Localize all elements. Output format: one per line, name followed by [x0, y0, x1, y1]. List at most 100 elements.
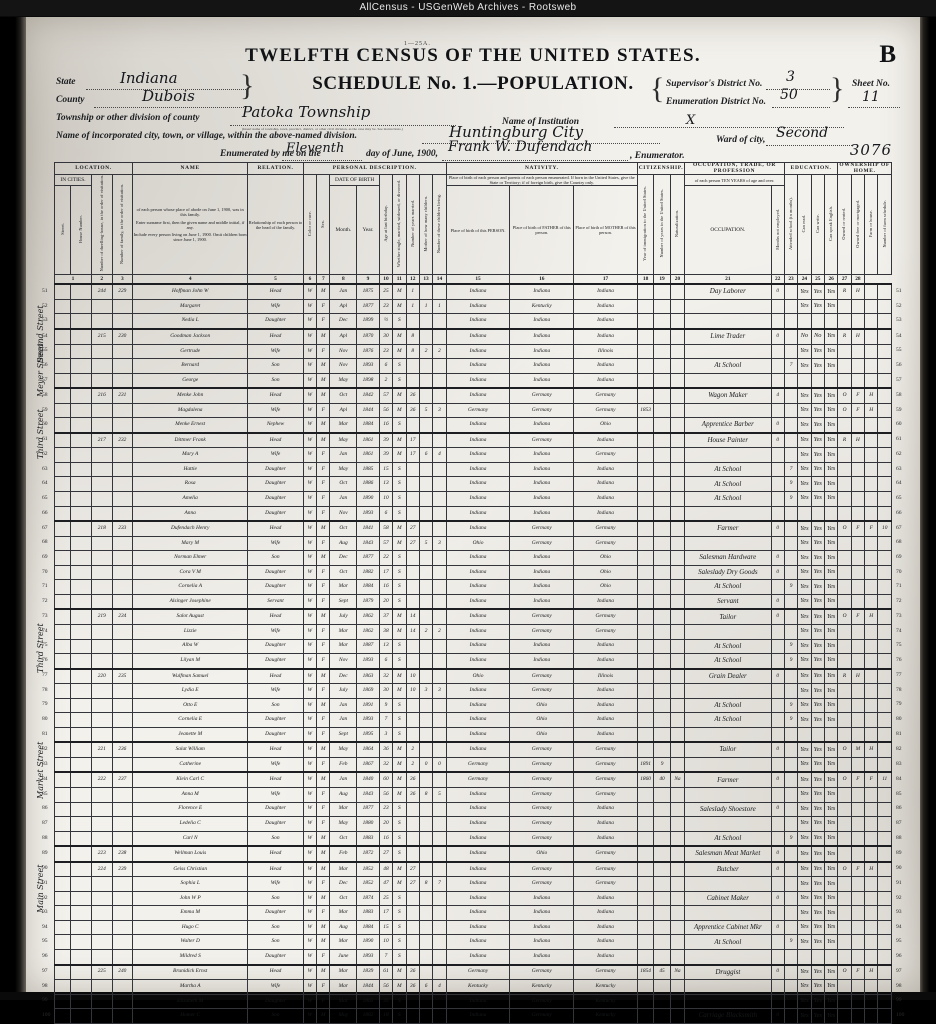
table-row[interactable]: Martha A Wife W F Mar 1844 56 M 36 6 4 Kentucky Kent…: [53, 979, 892, 995]
cell-naturalization: [669, 358, 686, 374]
table-row[interactable]: 219 234 Salot August Head W M July 1862 37 M 14 Ind…: [53, 608, 892, 625]
cell-dwelling-number: [90, 491, 113, 507]
cell-years-married: [405, 550, 420, 566]
table-row[interactable]: John W P Son W M Oct 1874 25 S Indiana Indiana Ind…: [53, 890, 892, 907]
col-street-label: Street.: [59, 223, 65, 235]
cell-months-not-employed: [770, 697, 785, 714]
table-row[interactable]: 222 237 Klein Carl C Head W M Jan 1840 60 M 36 Germ…: [53, 771, 892, 788]
cell-birth-year: 1844: [356, 979, 380, 995]
table-row[interactable]: Elizabeth M Daughter W F Mar 1865 35 S Indiana Ge…: [53, 993, 892, 1010]
cell-can-write: Yes: [810, 535, 825, 552]
table-row[interactable]: Ledelia C Daughter W F May 1880 20 S Indiana Germ…: [53, 816, 892, 832]
cell-family-number: [111, 461, 134, 478]
cell-birthplace-father: Germany: [509, 993, 575, 1010]
cell-farm-or-house: H: [864, 861, 879, 878]
table-row[interactable]: Bernard Son W M Nov 1893 6 S Indiana Indiana India…: [53, 358, 892, 374]
table-row[interactable]: 223 238 Wellman Louis Head W M Feb 1872 27 S India…: [53, 845, 892, 863]
table-row[interactable]: Jeanette M Daughter W F Sept 1895 3 S Indiana Ohi…: [53, 726, 892, 743]
table-row[interactable]: 224 239 Geiss Christian Head W M Mar 1852 48 M 27 I…: [53, 861, 892, 878]
table-row[interactable]: George Son W M May 1898 2 S Indiana Indiana Indian…: [53, 372, 892, 389]
cell-can-speak-english: Yes: [823, 905, 839, 921]
cell-owned-free-mortgaged: [850, 579, 866, 595]
table-row[interactable]: 218 233 Dufendach Henry Head W M Oct 1841 58 M 27 I…: [53, 520, 892, 537]
table-row[interactable]: 217 232 Dittmer Frank Head W M May 1861 39 M 17 Ind…: [53, 432, 892, 449]
table-row[interactable]: Mary M Wife W F Aug 1843 57 M 27 5 3 Ohio Germany Ger…: [53, 535, 892, 552]
table-row[interactable]: Rosa Daughter W F Oct 1886 13 S Indiana Indiana In…: [53, 476, 892, 493]
cell-marital-status: M: [392, 432, 407, 449]
table-row[interactable]: Cornelia A Daughter W F Mar 1884 16 S Indiana Ind…: [53, 579, 892, 595]
cell-birthplace-person: Indiana: [445, 786, 511, 803]
cell-age: 18: [378, 1008, 394, 1024]
row-number: 79: [42, 701, 48, 708]
cell-months-not-employed: 0: [770, 861, 785, 878]
table-row[interactable]: Alba W Daughter W F Mar 1887 13 S Indiana Indiana…: [53, 638, 892, 655]
table-row[interactable]: Florence E Daughter W F Mar 1877 23 S Indiana Ger…: [53, 801, 892, 818]
row-number: 64: [896, 480, 902, 487]
row-number: 74: [42, 627, 48, 634]
table-row[interactable]: Cora V M Daughter W F Oct 1882 17 S Indiana India…: [53, 564, 892, 581]
table-row[interactable]: Menke Ernest Nephew W M Mar 1884 16 S Indiana Ind…: [53, 417, 892, 434]
cell-birthplace-person: Indiana: [445, 447, 511, 463]
table-row[interactable]: Hugo C Son W M Aug 1884 15 S Indiana Indiana India…: [53, 919, 892, 936]
cell-house: [70, 993, 92, 1010]
cell-birthplace-person: Indiana: [445, 726, 511, 743]
row-number: 87: [896, 819, 902, 826]
table-row[interactable]: Mary A Wife W F Jan 1861 39 M 17 6 4 Indiana Indiana…: [53, 447, 892, 463]
table-row[interactable]: Anna Daughter W F Nov 1893 6 S Indiana Indiana Ind…: [53, 505, 892, 522]
cell-dwelling-number: 225: [90, 964, 113, 981]
table-row[interactable]: Carl N Son W M Oct 1883 16 S Indiana Germany India…: [53, 830, 892, 847]
table-row[interactable]: Anna M Wife W F Aug 1843 56 M 36 8 5 Indiana Germany…: [53, 786, 892, 803]
cell-mother-children: [418, 505, 434, 522]
table-row[interactable]: 244 229 Hoffman John W Head W M Jan 1875 25 M 1 Ind…: [53, 283, 892, 300]
table-row[interactable]: Lilyan M Daughter W F Nov 1893 6 S Indiana Indian…: [53, 653, 892, 670]
col-can-read: Can read.: [797, 174, 812, 276]
cell-occupation: Servant: [684, 593, 772, 610]
cell-mother-children: [418, 1008, 434, 1024]
col-sub-incities: IN CITIES.: [54, 174, 92, 187]
table-row[interactable]: Gertrude Wife W F Nov 1876 23 M 8 2 2 Indiana Indian…: [53, 343, 892, 360]
table-row[interactable]: Norman Elmer Son W M Dec 1877 22 S Indiana Indian…: [53, 550, 892, 566]
table-row[interactable]: 220 235 Wulfman Samuel Head W M Dec 1863 32 M 10 Oh…: [53, 668, 892, 685]
column-number-row: 1 2 3 4 5 6 7 8 9 10 11 12 13 14 15 16 17 18 19 20 21 22 23 24 2…: [54, 274, 892, 285]
cell-person-name: Elizabeth M: [132, 993, 249, 1010]
table-row[interactable]: Margaret Wife W F Apl 1877 23 M 1 1 1 Indiana Kentuc…: [53, 298, 892, 315]
table-row[interactable]: Hattie Daughter W F May 1885 15 S Indiana Indiana…: [53, 461, 892, 478]
cell-naturalization: [669, 623, 686, 640]
cell-dwelling-number: [90, 993, 113, 1010]
table-row[interactable]: Emma M Daughter W F Mar 1883 17 S Indiana Indiana…: [53, 905, 892, 921]
table-row[interactable]: Homer C Son W M May 1882 18 S Indiana Germany Kent…: [53, 1008, 892, 1024]
cell-can-read: Yes: [797, 668, 812, 685]
cell-marital-status: M: [392, 623, 407, 640]
table-row[interactable]: Otto E Son W M Jan 1891 9 S Indiana Ohio Indiana At…: [53, 697, 892, 714]
cell-naturalization: [669, 638, 686, 655]
table-row[interactable]: Nedia L Daughter W F Dec 1899 ½ S Indiana Indiana…: [53, 313, 892, 330]
cell-color: W: [302, 964, 318, 981]
cell-birth-year: 1876: [356, 343, 380, 360]
cell-birth-year: 1884: [356, 919, 380, 936]
table-row[interactable]: Lydia E Wife W F July 1869 30 M 10 3 3 Indiana Germa…: [53, 683, 892, 699]
cell-children-living: [432, 564, 447, 581]
cell-relation: Son: [247, 890, 304, 907]
table-row[interactable]: Amelia Daughter W F Jan 1890 10 S Indiana Indiana…: [53, 491, 892, 507]
table-row[interactable]: 225 240 Brunidick Ernst Head W M Mar 1839 61 M 36 G…: [53, 964, 892, 981]
cell-months-not-employed: [770, 491, 785, 507]
table-row[interactable]: 215 230 Goodman Jackson Head W M Apl 1870 30 M 8 In…: [53, 328, 892, 345]
cell-sex: M: [316, 432, 331, 449]
table-row[interactable]: Cornelia E Daughter W F Jan 1893 7 S Indiana Ohio…: [53, 712, 892, 728]
cell-years-married: [405, 313, 420, 330]
table-row[interactable]: Alsinger Josephine Servant W F Sept 1879 20 S In…: [53, 593, 892, 610]
cell-birthplace-person: Indiana: [445, 593, 511, 610]
table-row[interactable]: Walter D Son W M Mar 1890 10 S Indiana Indiana Ind…: [53, 934, 892, 950]
table-row[interactable]: 216 231 Menke John Head W M Oct 1842 57 M 36 Indian…: [53, 387, 892, 404]
cell-sex: M: [316, 328, 331, 345]
cell-owned-free-mortgaged: [850, 934, 866, 950]
cell-birthplace-mother: Ohio: [573, 550, 638, 566]
table-row[interactable]: Mildred S Daughter W F June 1893 7 S Indiana Indi…: [53, 948, 892, 966]
table-row[interactable]: 221 236 Salat William Head W M May 1864 36 M 2 Indi…: [53, 741, 892, 758]
table-row[interactable]: Catherine Wife W F Feb 1867 32 M 2 0 0 Germany Germa…: [53, 756, 892, 773]
table-row[interactable]: Magdalena Wife W F Apl 1844 56 M 36 5 3 Germany Germ…: [53, 402, 892, 419]
cell-marital-status: M: [392, 668, 407, 685]
table-row[interactable]: Lizzie Wife W F Mar 1862 38 M 14 2 2 Indiana Germany…: [53, 623, 892, 640]
table-row[interactable]: Sophia L Wife W F Dec 1852 47 M 27 8 7 Indiana Germa…: [53, 876, 892, 892]
cell-dwelling-number: [90, 786, 113, 803]
